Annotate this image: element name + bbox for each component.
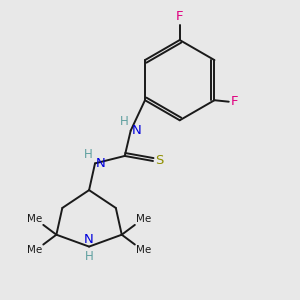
Text: F: F [176, 10, 184, 23]
Text: F: F [231, 95, 238, 108]
Text: H: H [84, 148, 93, 161]
Text: H: H [120, 115, 128, 128]
Text: N: N [84, 233, 94, 246]
Text: H: H [85, 250, 93, 262]
Text: Me: Me [136, 214, 152, 224]
Text: N: N [96, 157, 105, 170]
Text: S: S [155, 154, 164, 167]
Text: Me: Me [136, 245, 152, 255]
Text: Me: Me [27, 214, 42, 224]
Text: Me: Me [27, 245, 42, 255]
Text: N: N [131, 124, 141, 137]
